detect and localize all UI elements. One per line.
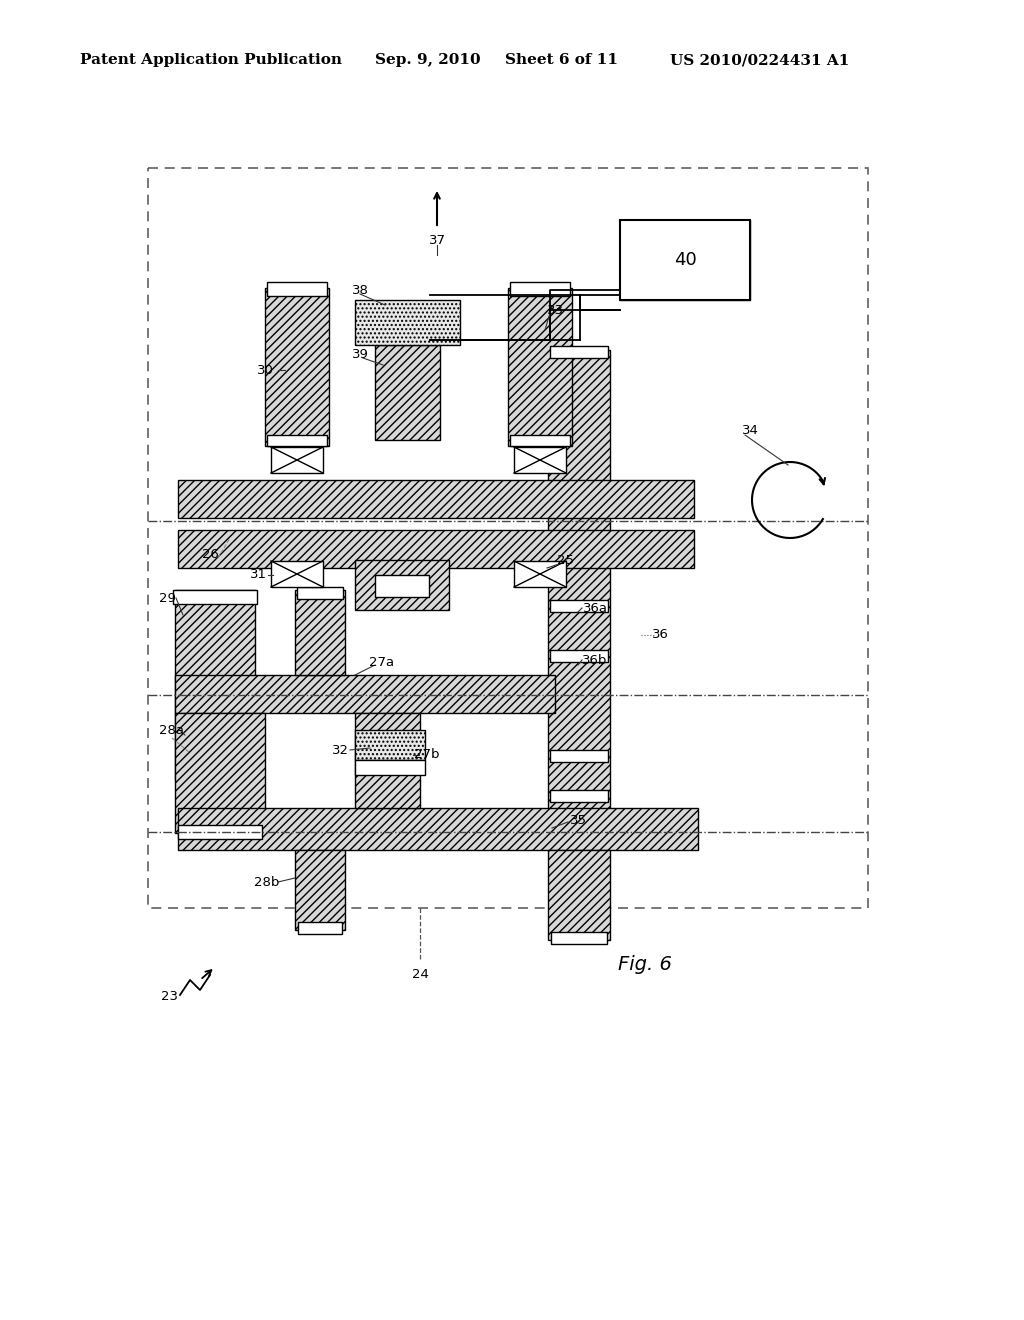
Bar [271, 561, 323, 587]
Text: 23: 23 [162, 990, 178, 1003]
Bar [548, 850, 610, 940]
Bar [298, 921, 342, 935]
Text: 37: 37 [428, 234, 445, 247]
Text: 36b: 36b [583, 653, 607, 667]
Bar [295, 590, 345, 675]
Text: Fig. 6: Fig. 6 [618, 956, 672, 974]
Bar [550, 649, 608, 663]
Bar [178, 808, 698, 850]
Text: 34: 34 [741, 424, 759, 437]
Bar [551, 932, 607, 944]
Text: Patent Application Publication: Patent Application Publication [80, 53, 342, 67]
Text: 36: 36 [651, 628, 669, 642]
Bar [355, 300, 460, 345]
Bar [355, 713, 420, 808]
Text: Sep. 9, 2010: Sep. 9, 2010 [375, 53, 480, 67]
Bar [514, 447, 566, 473]
Text: 31: 31 [250, 569, 266, 582]
Bar [267, 282, 327, 296]
Text: 29: 29 [159, 591, 175, 605]
Text: 26: 26 [202, 549, 218, 561]
Text: 40: 40 [674, 251, 696, 269]
Bar [265, 288, 329, 446]
Text: 27b: 27b [415, 748, 439, 762]
Text: Sheet 6 of 11: Sheet 6 of 11 [505, 53, 618, 67]
Text: US 2010/0224431 A1: US 2010/0224431 A1 [670, 53, 849, 67]
Bar [355, 760, 425, 775]
Text: 32: 32 [332, 743, 348, 756]
Bar [175, 675, 555, 713]
Text: 36a: 36a [583, 602, 607, 615]
Text: 30: 30 [257, 363, 273, 376]
Bar [173, 590, 257, 605]
Bar [148, 168, 868, 908]
Text: 25: 25 [556, 553, 573, 566]
Text: 27a: 27a [370, 656, 394, 669]
Text: 33: 33 [547, 304, 563, 317]
Bar [175, 713, 265, 833]
Bar [548, 350, 610, 810]
Text: 28a: 28a [160, 723, 184, 737]
Bar [355, 560, 449, 610]
Bar [295, 850, 345, 931]
Bar [620, 220, 750, 300]
Bar [508, 288, 572, 446]
Text: 38: 38 [351, 284, 369, 297]
Bar [550, 789, 608, 803]
Bar [267, 436, 327, 446]
Text: 28b: 28b [254, 875, 280, 888]
Bar [510, 436, 570, 446]
Bar [175, 590, 255, 780]
Bar [355, 730, 425, 760]
Bar [178, 825, 262, 840]
Bar [271, 447, 323, 473]
Text: 39: 39 [351, 348, 369, 362]
Bar [514, 561, 566, 587]
Bar [297, 587, 343, 599]
Bar [178, 480, 694, 517]
Bar [550, 346, 608, 358]
Bar [510, 282, 570, 296]
Bar [620, 220, 750, 300]
Bar [178, 531, 694, 568]
Bar [550, 601, 608, 612]
Text: 24: 24 [412, 969, 428, 982]
Bar [550, 750, 608, 762]
Bar [375, 576, 429, 597]
Text: 35: 35 [569, 813, 587, 826]
Bar [375, 345, 440, 440]
